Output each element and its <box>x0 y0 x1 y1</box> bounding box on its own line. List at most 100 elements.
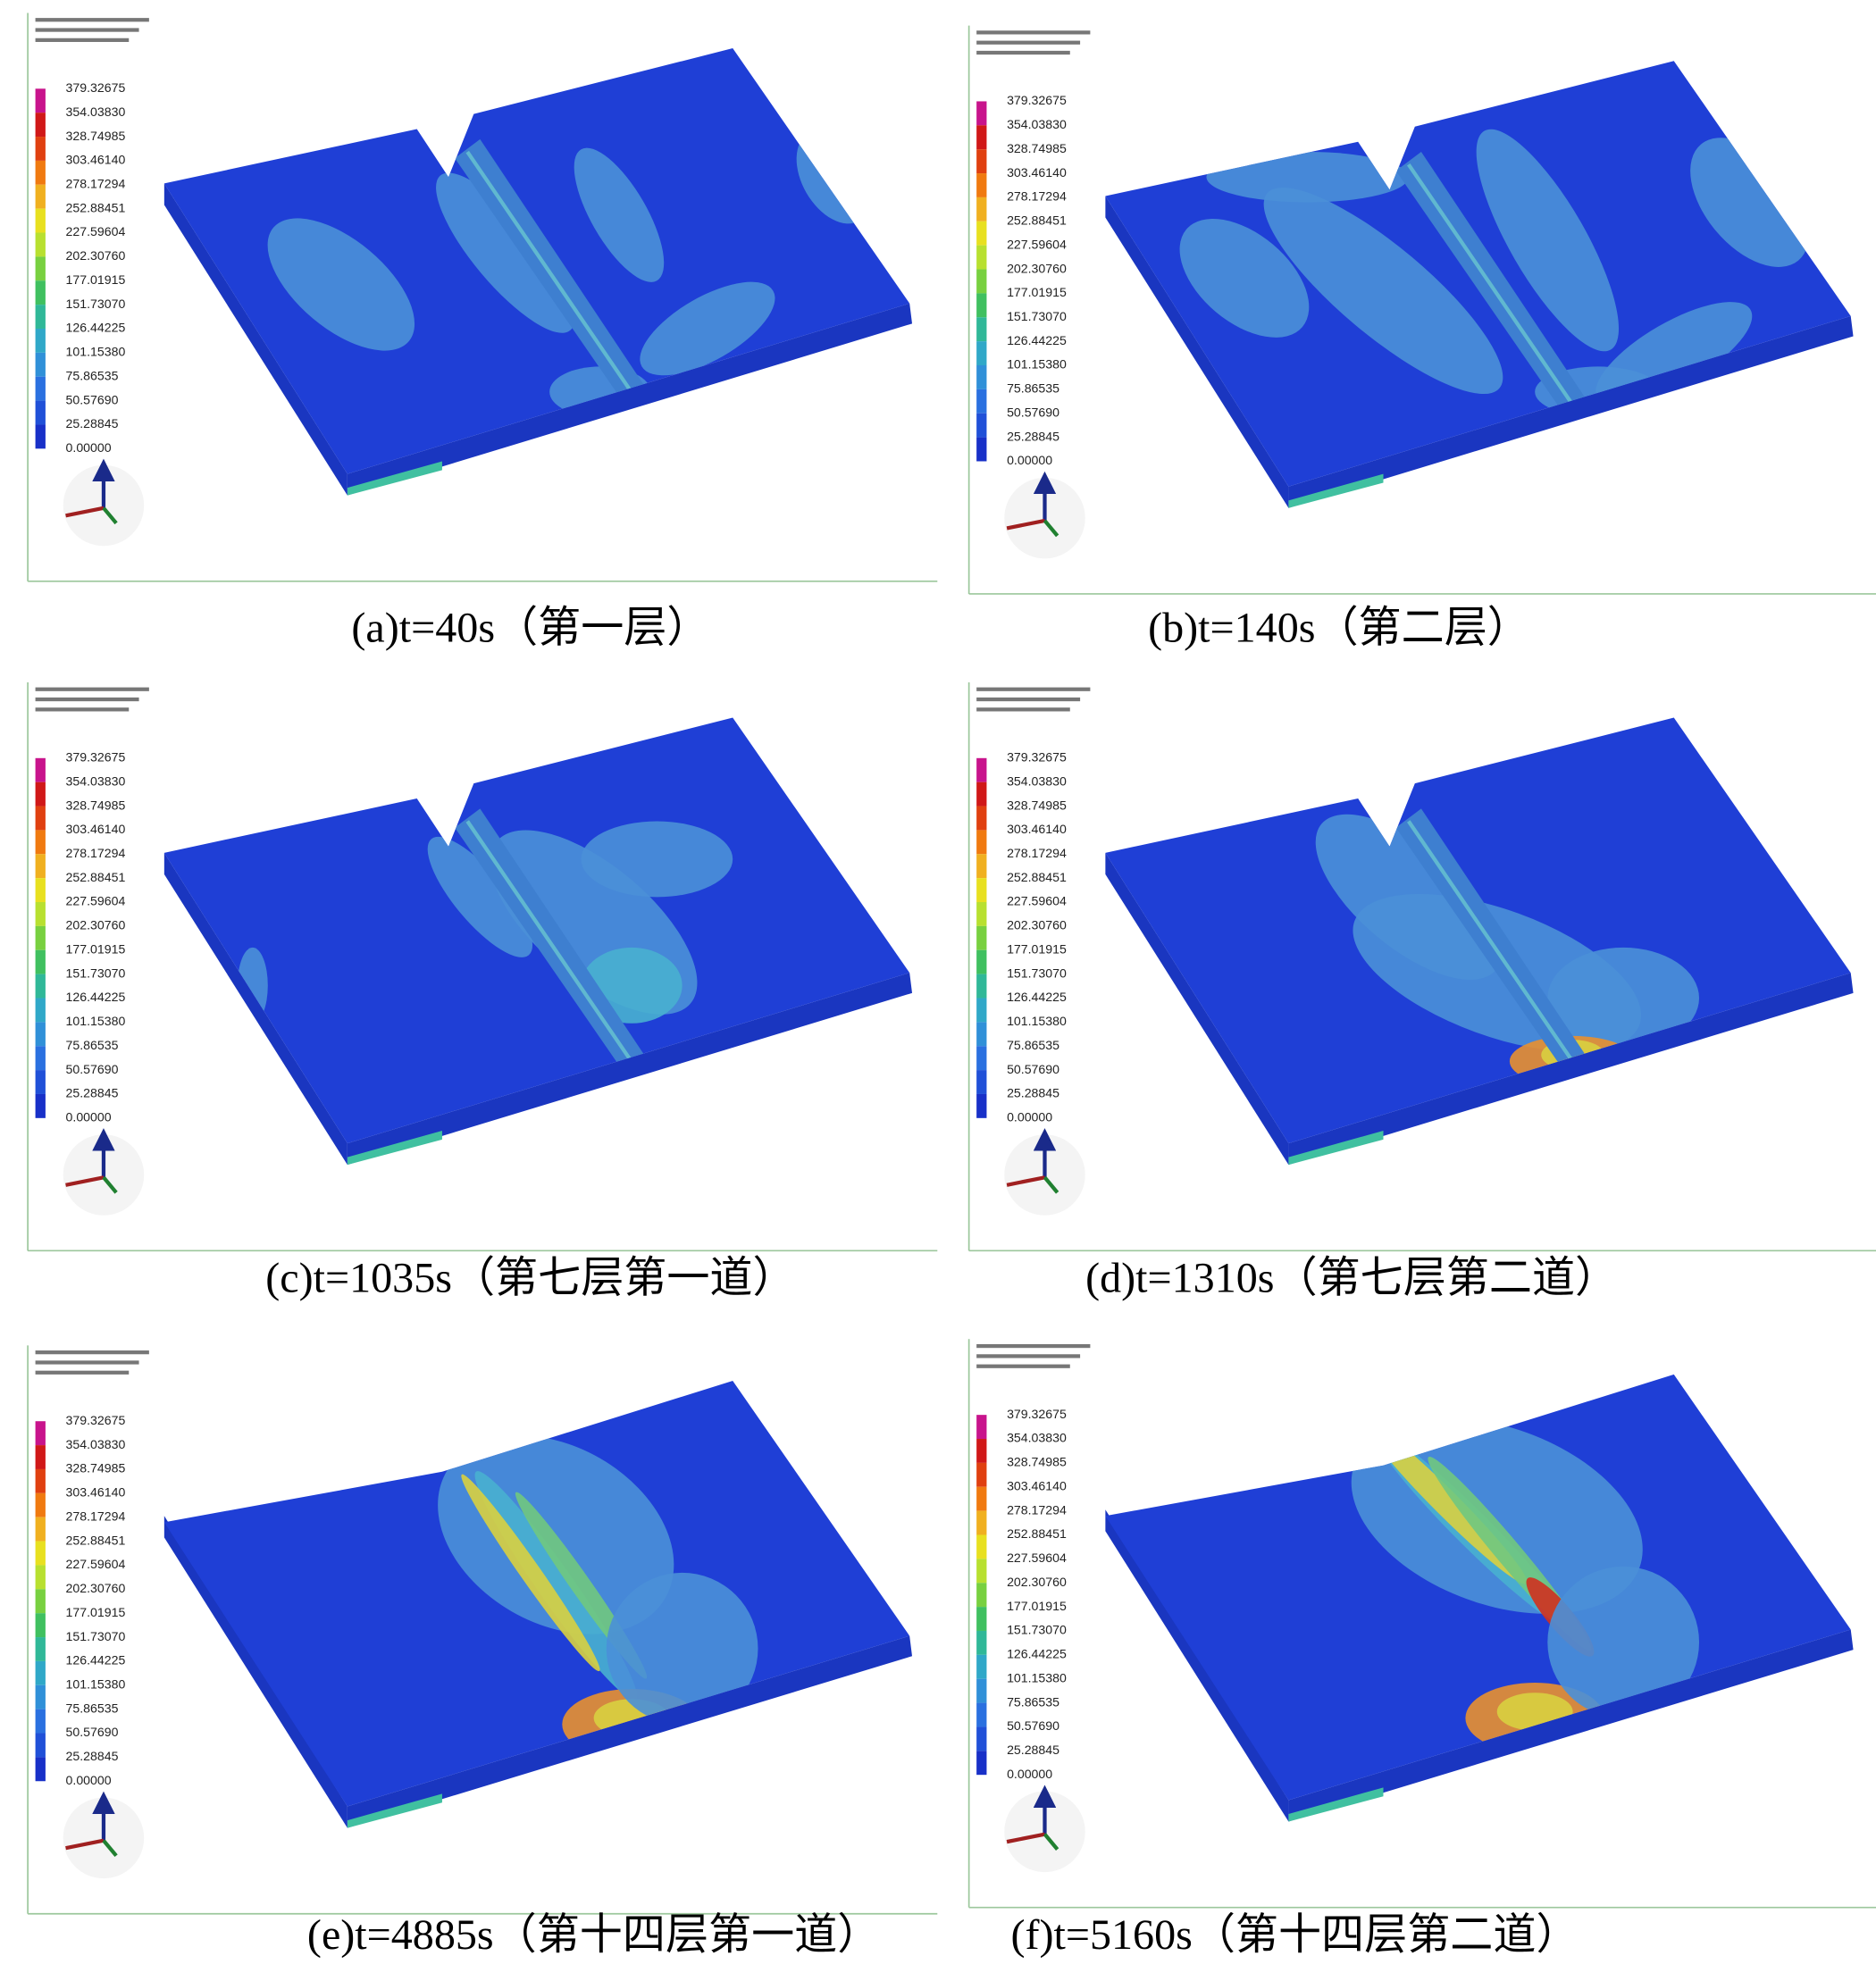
slab-front <box>1288 315 1854 508</box>
legend-label: 303.46140 <box>66 1485 126 1500</box>
legend-label: 101.15380 <box>66 345 126 359</box>
header-print <box>976 687 1091 691</box>
legend-band <box>976 365 987 389</box>
legend-band <box>976 974 987 999</box>
slab-front <box>347 303 913 496</box>
slab-front-edge <box>1288 1787 1384 1822</box>
slab-side <box>1105 852 1289 1166</box>
legend-band <box>35 424 46 449</box>
legend-label: 227.59604 <box>1007 237 1067 251</box>
legend-band <box>976 806 987 831</box>
legend-band <box>35 1684 46 1709</box>
slab-front <box>347 973 913 1166</box>
slab-side <box>163 1516 348 1828</box>
legend-band <box>35 925 46 950</box>
legend-label: 278.17294 <box>66 1509 126 1523</box>
triad-axis <box>65 1175 105 1187</box>
legend-label: 101.15380 <box>66 1677 126 1692</box>
legend-band <box>976 245 987 270</box>
legend-label: 252.88451 <box>66 1533 126 1547</box>
legend-label: 75.86535 <box>1007 1038 1059 1052</box>
legend-band <box>35 854 46 879</box>
stress-field <box>1351 1417 1700 1754</box>
legend-band <box>976 317 987 342</box>
legend-label: 379.32675 <box>1007 1407 1067 1421</box>
panel: 379.32675 354.03830 328.74985 303.46140 278.… <box>27 13 938 582</box>
legend-band <box>976 1093 987 1118</box>
axis-triad <box>63 1128 145 1216</box>
legend-band <box>35 113 46 138</box>
weld-line <box>1407 163 1590 429</box>
slab-front-edge <box>347 1793 442 1828</box>
panel: 379.32675 354.03830 328.74985 303.46140 278.… <box>967 1339 1876 1909</box>
stress-contour <box>1547 1566 1700 1718</box>
stress-contour <box>267 218 415 351</box>
triad-axis <box>102 506 118 525</box>
legend-label: 151.73070 <box>1007 1623 1067 1637</box>
legend-band <box>35 1637 46 1661</box>
legend-label: 278.17294 <box>1007 189 1067 204</box>
legend-band <box>976 757 987 782</box>
legend-band <box>976 1654 987 1679</box>
triad-axis <box>65 506 105 518</box>
stress-field <box>1179 129 1810 437</box>
stress-contour <box>1206 152 1409 203</box>
slab-front <box>1288 973 1854 1166</box>
legend-band <box>976 1678 987 1703</box>
legend-label: 126.44225 <box>1007 333 1067 347</box>
legend-label: 202.30760 <box>1007 918 1067 932</box>
legend-label: 227.59604 <box>66 894 126 908</box>
legend-label: 252.88451 <box>1007 870 1067 884</box>
legend-band <box>976 1630 987 1655</box>
legend-label: 278.17294 <box>66 177 126 191</box>
legend-band <box>35 974 46 999</box>
legend-band <box>976 949 987 974</box>
legend-label: 25.28845 <box>66 1086 119 1100</box>
legend-label: 252.88451 <box>66 200 126 214</box>
panel: 379.32675 354.03830 328.74985 303.46140 278.… <box>27 681 938 1252</box>
legend-label: 0.00000 <box>1007 453 1052 467</box>
legend-band <box>35 830 46 855</box>
legend-band <box>976 782 987 807</box>
slab-side <box>1105 196 1289 508</box>
legend-band <box>976 389 987 414</box>
legend-band <box>35 1070 46 1094</box>
triad-axis <box>1043 1833 1059 1851</box>
triad-axis <box>1006 1832 1045 1844</box>
legend-band <box>976 1415 987 1440</box>
legend-label: 278.17294 <box>1007 1502 1067 1517</box>
axis-triad <box>1004 1128 1085 1216</box>
legend-label: 151.73070 <box>66 965 126 980</box>
legend-label: 227.59604 <box>1007 1551 1067 1565</box>
weld-line <box>465 150 649 416</box>
legend-band <box>976 269 987 294</box>
legend-band <box>976 437 987 462</box>
legend-band <box>35 1517 46 1542</box>
legend-band <box>35 1541 46 1566</box>
legend-label: 126.44225 <box>66 321 126 335</box>
header-print <box>35 1350 149 1355</box>
slab-side <box>1105 1509 1289 1822</box>
legend-band <box>976 854 987 879</box>
stress-contour <box>581 821 733 898</box>
legend-band <box>35 757 46 782</box>
legend-label: 303.46140 <box>1007 822 1067 836</box>
panel: 379.32675 354.03830 328.74985 303.46140 278.… <box>27 1345 938 1915</box>
legend-label: 50.57690 <box>1007 405 1059 419</box>
legend-label: 151.73070 <box>66 1629 126 1643</box>
axis-triad <box>1004 471 1085 559</box>
axis-triad <box>1004 1785 1085 1873</box>
legend-band <box>976 830 987 855</box>
legend-label: 202.30760 <box>66 248 126 263</box>
stress-contour <box>1547 947 1700 1049</box>
legend-label: 177.01915 <box>1007 285 1067 299</box>
legend-label: 0.00000 <box>1007 1110 1052 1124</box>
legend-label: 252.88451 <box>1007 1526 1067 1541</box>
triad-axis <box>102 1839 118 1858</box>
legend-label: 328.74985 <box>66 798 126 812</box>
legend-band <box>976 1583 987 1608</box>
legend-band <box>976 221 987 246</box>
legend-band <box>976 1726 987 1751</box>
legend-label: 126.44225 <box>1007 1647 1067 1661</box>
legend-band <box>35 137 46 161</box>
